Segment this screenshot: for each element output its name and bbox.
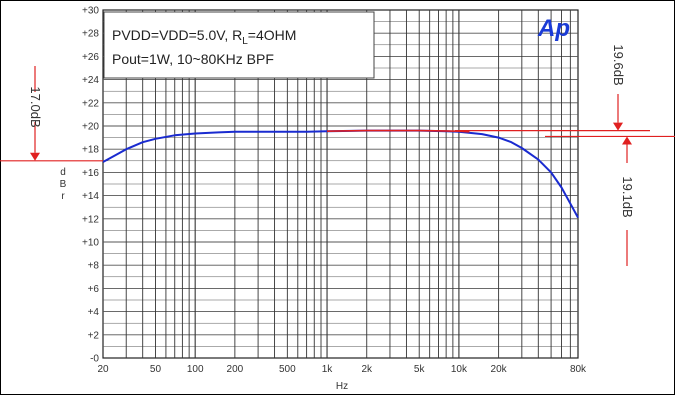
x-tick-label: 1k — [322, 364, 334, 375]
ref-label-19-1db: 19.1dB — [620, 176, 635, 217]
y-tick-label: +6 — [88, 284, 100, 295]
x-tick-label: 2k — [361, 364, 373, 375]
y-tick-label: +4 — [88, 307, 100, 318]
y-tick-label: +14 — [82, 191, 99, 202]
x-tick-label: 200 — [227, 364, 244, 375]
y-tick-label: +10 — [82, 238, 99, 249]
annotation-line-2: Pout=1W, 10~80KHz BPF — [112, 51, 274, 67]
annotation-subscript: L — [242, 36, 248, 47]
ref-label-17db: 17.0dB — [28, 86, 43, 127]
y-axis-label-letter: r — [61, 191, 65, 202]
annotation-line-1-part-b: =4OHM — [248, 27, 297, 43]
y-tick-label: +18 — [82, 145, 99, 156]
series-line-2 — [326, 129, 470, 133]
y-axis-label-letter: B — [60, 179, 67, 190]
y-tick-label: +20 — [82, 122, 99, 133]
annotation-arrowhead — [613, 122, 623, 131]
y-tick-label: -0 — [90, 354, 99, 365]
x-axis-label: Hz — [336, 381, 348, 392]
series-layer — [102, 129, 579, 219]
y-tick-labels: +30 +28 +26 +24 +22 +20 +18 +16 +14 +12 +10 +8 +6 +4 +… — [82, 6, 99, 365]
reference-lines: 17.0dB 19.6dB 19.1dB — [0, 44, 675, 266]
y-tick-label: +16 — [82, 168, 99, 179]
x-tick-label: 10k — [451, 364, 468, 375]
annotation-line-1-part-a: PVDD=VDD=5.0V, R — [112, 27, 242, 43]
x-tick-label: 20 — [97, 364, 109, 375]
x-tick-label: 500 — [279, 364, 296, 375]
x-tick-label: 5k — [414, 364, 426, 375]
ref-label-19-6db: 19.6dB — [611, 44, 626, 85]
y-tick-label: +22 — [82, 98, 99, 109]
annotation-arrowhead — [30, 152, 40, 161]
annotation-arrowhead — [622, 136, 632, 145]
x-tick-labels: 20 50 100 200 500 1k 2k 5k 10k 20k 80k — [97, 364, 587, 375]
x-tick-label: 80k — [570, 364, 587, 375]
y-tick-label: +2 — [88, 330, 100, 341]
y-tick-label: +24 — [82, 75, 99, 86]
y-tick-label: +8 — [88, 261, 100, 272]
y-tick-label: +26 — [82, 52, 99, 63]
x-tick-label: 50 — [150, 364, 162, 375]
y-tick-label: +12 — [82, 214, 99, 225]
annotation-box: PVDD=VDD=5.0V, RL=4OHM Pout=1W, 10~80KHz… — [103, 11, 375, 79]
y-axis-label-letter: d — [60, 167, 66, 178]
annotation-line-1: PVDD=VDD=5.0V, RL=4OHM — [112, 27, 296, 47]
x-tick-label: 100 — [187, 364, 204, 375]
ap-logo: Ap — [537, 15, 570, 42]
annotation-box-bg — [103, 11, 375, 79]
y-tick-label: +30 — [82, 6, 99, 17]
x-tick-label: 20k — [491, 364, 508, 375]
y-tick-label: +28 — [82, 29, 99, 40]
